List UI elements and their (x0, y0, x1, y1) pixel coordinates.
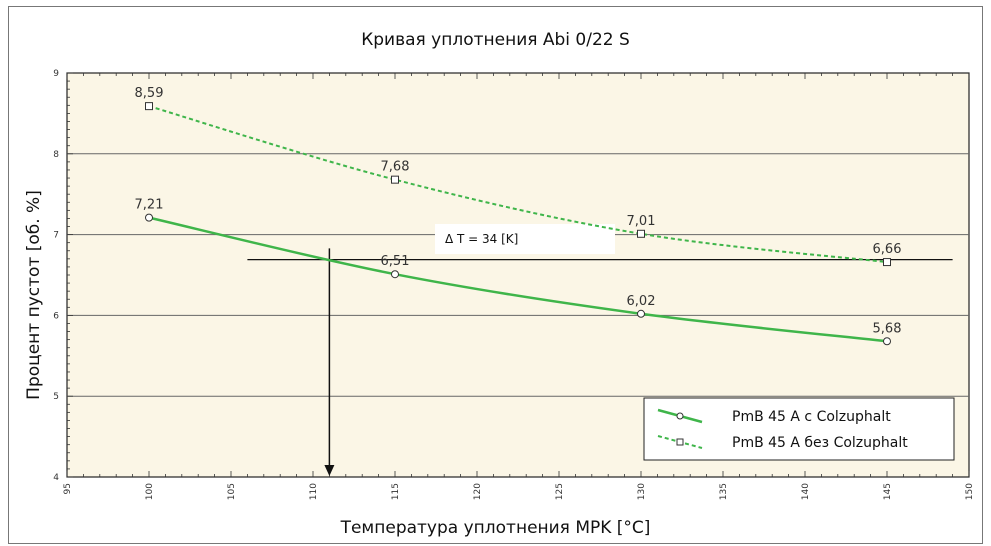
x-tick-label: 140 (801, 483, 811, 500)
x-tick-label: 105 (227, 483, 237, 500)
y-tick-label: 4 (53, 473, 59, 483)
delta-annotation-box (435, 224, 615, 254)
y-tick-label: 7 (53, 231, 59, 241)
data-label: 7,68 (381, 160, 410, 175)
delta-annotation-text: Δ T = 34 [K] (445, 232, 518, 246)
data-point-square (883, 258, 891, 267)
data-point-circle (391, 270, 399, 279)
series-line-without-colzuphalt (148, 105, 888, 264)
x-tick-label: 95 (63, 483, 73, 494)
x-tick-label: 125 (555, 483, 565, 500)
y-tick-label: 5 (53, 392, 59, 402)
x-tick-label: 145 (883, 483, 893, 500)
chart-title: Кривая уплотнения Abi 0/22 S (361, 30, 630, 50)
data-label: 6,66 (873, 242, 902, 257)
data-label: 8,59 (135, 86, 164, 101)
legend-box (643, 397, 955, 461)
x-axis-label: Температура уплотнения MPK [°C] (340, 518, 651, 538)
legend-marker (676, 438, 684, 446)
data-label: 7,01 (627, 214, 656, 229)
x-tick-label: 110 (309, 483, 319, 500)
data-label: 6,51 (381, 254, 410, 269)
y-tick-label: 8 (53, 150, 59, 160)
x-tick-label: 120 (473, 483, 483, 500)
arrow-head (324, 465, 335, 476)
data-label: 5,68 (873, 321, 902, 336)
x-tick-label: 100 (145, 483, 155, 500)
legend-label: PmB 45 A c Colzuphalt (732, 409, 891, 425)
data-label: 6,02 (627, 294, 656, 309)
data-point-circle (145, 213, 153, 222)
data-point-square (637, 229, 645, 238)
data-point-square (145, 102, 153, 111)
legend-marker (676, 412, 684, 420)
data-point-square (391, 175, 399, 184)
data-point-circle (637, 309, 645, 318)
y-tick-label: 9 (53, 69, 59, 79)
y-tick-label: 6 (53, 311, 59, 321)
x-tick-label: 135 (719, 483, 729, 500)
x-tick-label: 150 (965, 483, 975, 500)
legend-label: PmB 45 A без Colzuphalt (732, 435, 908, 451)
x-tick-label: 130 (637, 483, 647, 500)
data-label: 7,21 (135, 198, 164, 213)
series-line-with-colzuphalt (148, 216, 888, 343)
x-tick-label: 115 (391, 483, 401, 500)
data-point-circle (883, 337, 891, 346)
